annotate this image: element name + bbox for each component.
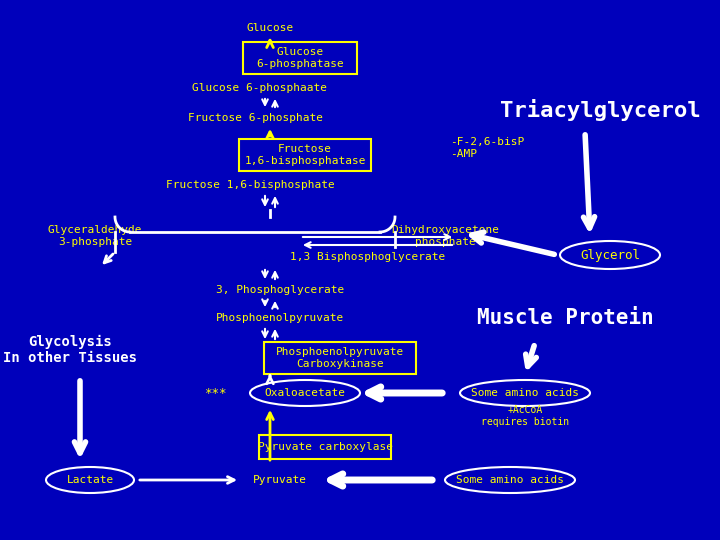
Text: Glycolysis
In other Tissues: Glycolysis In other Tissues <box>3 335 137 365</box>
Text: Fructose
1,6-bisphosphatase: Fructose 1,6-bisphosphatase <box>244 144 366 166</box>
Text: ***: *** <box>204 387 226 400</box>
Ellipse shape <box>250 380 360 406</box>
FancyBboxPatch shape <box>243 42 357 74</box>
FancyBboxPatch shape <box>264 342 416 374</box>
Ellipse shape <box>445 467 575 493</box>
Text: Oxaloacetate: Oxaloacetate <box>264 388 346 398</box>
Text: Glyceraldehyde
3-phosphate: Glyceraldehyde 3-phosphate <box>48 225 143 247</box>
Text: Some amino acids: Some amino acids <box>456 475 564 485</box>
FancyBboxPatch shape <box>259 435 391 459</box>
Text: Dihydroxyacetone
phosphate: Dihydroxyacetone phosphate <box>391 225 499 247</box>
Text: Glucose
6-phosphatase: Glucose 6-phosphatase <box>256 47 344 69</box>
Text: +AcCoA
requires biotin: +AcCoA requires biotin <box>481 405 569 427</box>
Ellipse shape <box>560 241 660 269</box>
Ellipse shape <box>460 380 590 406</box>
Text: Muscle Protein: Muscle Protein <box>477 308 653 328</box>
Text: Glucose 6-phosphaate: Glucose 6-phosphaate <box>192 83 328 93</box>
Text: Glucose: Glucose <box>246 23 294 33</box>
Text: Phosphoenolpyruvate
Carboxykinase: Phosphoenolpyruvate Carboxykinase <box>276 347 404 369</box>
Text: 1,3 Bisphosphoglycerate: 1,3 Bisphosphoglycerate <box>290 252 445 262</box>
Text: Some amino acids: Some amino acids <box>471 388 579 398</box>
Text: Glycerol: Glycerol <box>580 248 640 261</box>
Ellipse shape <box>46 467 134 493</box>
Text: Triacylglycerol: Triacylglycerol <box>500 99 701 121</box>
Text: Phosphoenolpyruvate: Phosphoenolpyruvate <box>216 313 344 323</box>
Text: Lactate: Lactate <box>66 475 114 485</box>
Text: 3, Phosphoglycerate: 3, Phosphoglycerate <box>216 285 344 295</box>
Text: Pyruvate carboxylase: Pyruvate carboxylase <box>258 442 392 452</box>
Text: Fructose 1,6-bisphosphate: Fructose 1,6-bisphosphate <box>166 180 334 190</box>
FancyBboxPatch shape <box>239 139 371 171</box>
Text: Fructose 6-phosphate: Fructose 6-phosphate <box>187 113 323 123</box>
Text: Pyruvate: Pyruvate <box>253 475 307 485</box>
Text: -F-2,6-bisP
-AMP: -F-2,6-bisP -AMP <box>450 137 524 159</box>
